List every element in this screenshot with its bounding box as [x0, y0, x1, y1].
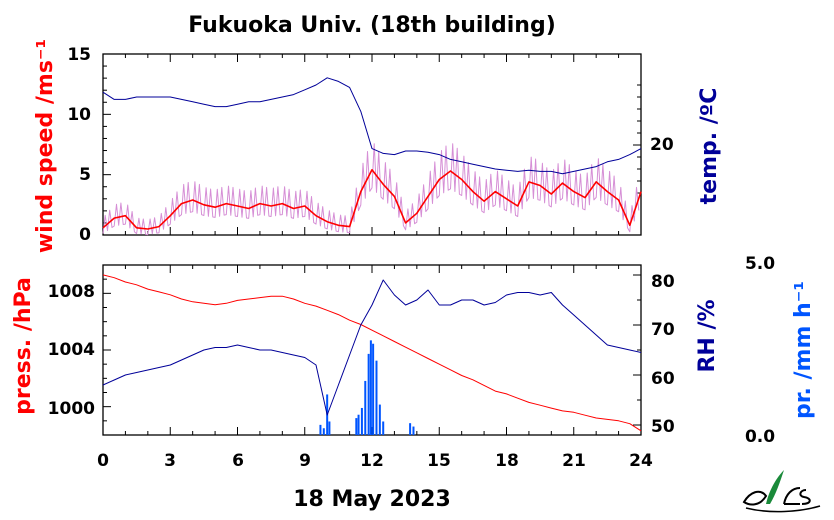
- precip-bar: [328, 421, 331, 435]
- press-rh-panel-series: [102, 274, 642, 435]
- x-axis-date-label: 18 May 2023: [293, 487, 451, 512]
- wind-speed-axis-label: wind speed /ms⁻¹: [33, 39, 58, 253]
- precip-bar: [409, 423, 412, 435]
- time-tick-label-18: 18: [495, 451, 519, 471]
- precip-scale-min: 0.0: [745, 427, 775, 447]
- time-tick-labels: 0 3 6 9 12 15 18 21 24: [97, 451, 653, 471]
- precip-axis-label: pr. /mm h⁻¹: [791, 281, 816, 419]
- precip-bar: [357, 414, 360, 435]
- precip-bar: [372, 343, 375, 435]
- precip-bar: [412, 426, 415, 435]
- precip-bar: [364, 380, 367, 435]
- temp-tick-label-20: 20: [650, 135, 674, 155]
- precip-scale-max: 5.0: [745, 254, 775, 274]
- wind-speed-tick-labels: 0 5 10 15: [67, 45, 91, 245]
- wind-tick-label-10: 10: [67, 105, 91, 125]
- rh-axis-label: RH /%: [695, 299, 720, 372]
- time-tick-label-0: 0: [97, 451, 109, 471]
- wind-tick-label-0: 0: [79, 225, 91, 245]
- precip-bar: [319, 424, 322, 435]
- rh-tick-labels: 50 60 70 80: [651, 272, 675, 437]
- precip-bar: [375, 360, 378, 435]
- wind-tick-label-15: 15: [67, 45, 91, 65]
- rh-tick-label-50: 50: [651, 417, 675, 437]
- precip-bar: [355, 418, 358, 435]
- temp-axis-label: temp. /ºC: [697, 88, 722, 205]
- precip-bar: [382, 421, 385, 435]
- press-tick-label-1004: 1004: [48, 340, 95, 360]
- time-tick-label-24: 24: [629, 451, 653, 471]
- time-tick-label-6: 6: [232, 451, 244, 471]
- time-tick-label-15: 15: [427, 451, 451, 471]
- precip-bar: [378, 404, 381, 435]
- press-rh-panel-frame: [102, 264, 642, 436]
- precip-bar: [322, 428, 325, 435]
- rh-tick-label-70: 70: [651, 320, 675, 340]
- time-tick-label-21: 21: [562, 451, 586, 471]
- precip-bar: [369, 340, 372, 435]
- precip-bar: [367, 353, 370, 435]
- pressure-tick-labels: 1000 1004 1008: [48, 282, 95, 419]
- wind-temp-panel-series: [102, 77, 642, 236]
- wind-gust-band: [102, 143, 640, 236]
- temperature-line: [102, 77, 642, 175]
- pressure-line: [102, 274, 642, 432]
- rh-line: [102, 279, 642, 416]
- press-tick-label-1008: 1008: [48, 282, 95, 302]
- time-tick-label-9: 9: [299, 451, 311, 471]
- wind-temp-panel-frame: [102, 53, 642, 236]
- wind-temp-panel-ticks: [102, 53, 642, 236]
- wind-tick-label-5: 5: [79, 165, 91, 185]
- rh-tick-label-80: 80: [651, 272, 675, 292]
- time-tick-label-12: 12: [360, 451, 384, 471]
- rh-tick-label-60: 60: [651, 369, 675, 389]
- pressure-axis-label: press. /hPa: [11, 277, 36, 415]
- chart-title: Fukuoka Univ. (18th building): [188, 13, 556, 38]
- press-rh-panel-ticks: [102, 265, 642, 435]
- institution-logo: [742, 470, 821, 513]
- precip-bar: [360, 407, 363, 435]
- wind-speed-line: [102, 169, 642, 230]
- time-tick-label-3: 3: [164, 451, 176, 471]
- press-tick-label-1000: 1000: [48, 399, 95, 419]
